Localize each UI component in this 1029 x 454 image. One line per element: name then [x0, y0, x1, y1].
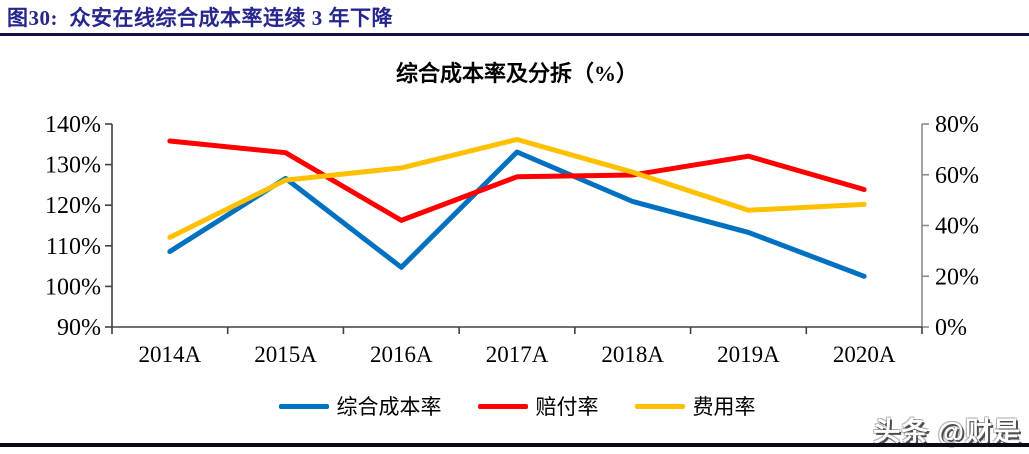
x-axis-category-label: 2017A	[486, 342, 549, 367]
legend-item-2: 费用率	[634, 391, 756, 421]
x-axis-category-label: 2014A	[139, 342, 202, 367]
x-axis-category-label: 2019A	[717, 342, 780, 367]
x-axis-category-label: 2016A	[370, 342, 433, 367]
watermark: 头条 @财是	[873, 417, 1021, 447]
chart-title: 综合成本率及分拆（%）	[395, 61, 638, 86]
legend-swatch-0	[278, 403, 329, 409]
legend-label-2: 费用率	[692, 395, 756, 419]
caption-divider	[0, 33, 1029, 36]
left-axis-tick-label: 140%	[45, 112, 101, 138]
right-axis-tick-label: 60%	[935, 163, 979, 189]
chart-legend: 综合成本率 赔付率 费用率	[112, 391, 922, 421]
x-axis-category-label: 2018A	[601, 342, 664, 367]
x-axis-category-label: 2020A	[833, 342, 896, 367]
left-axis-tick-label: 90%	[57, 315, 101, 341]
bottom-divider	[0, 443, 1029, 447]
left-axis-tick-label: 130%	[45, 153, 101, 179]
series-line-0	[167, 149, 867, 279]
series-line-1	[167, 138, 867, 223]
legend-item-0: 综合成本率	[278, 391, 442, 421]
legend-label-1: 赔付率	[535, 395, 599, 419]
legend-item-1: 赔付率	[477, 391, 599, 421]
left-axis-tick-label: 120%	[45, 193, 101, 219]
left-axis-tick-label: 110%	[46, 234, 101, 260]
right-axis-tick-label: 0%	[935, 315, 967, 341]
legend-swatch-2	[634, 403, 685, 409]
legend-swatch-1	[477, 403, 528, 409]
right-axis-tick-label: 40%	[935, 214, 979, 240]
series-line-2	[167, 137, 867, 240]
left-axis-tick-label: 100%	[45, 274, 101, 300]
legend-label-0: 综合成本率	[336, 395, 442, 419]
x-axis-category-label: 2015A	[254, 342, 317, 367]
right-axis-tick-label: 80%	[935, 112, 979, 138]
right-axis-tick-label: 20%	[935, 264, 979, 290]
figure-caption: 图30: 众安在线综合成本率连续 3 年下降	[7, 6, 393, 30]
